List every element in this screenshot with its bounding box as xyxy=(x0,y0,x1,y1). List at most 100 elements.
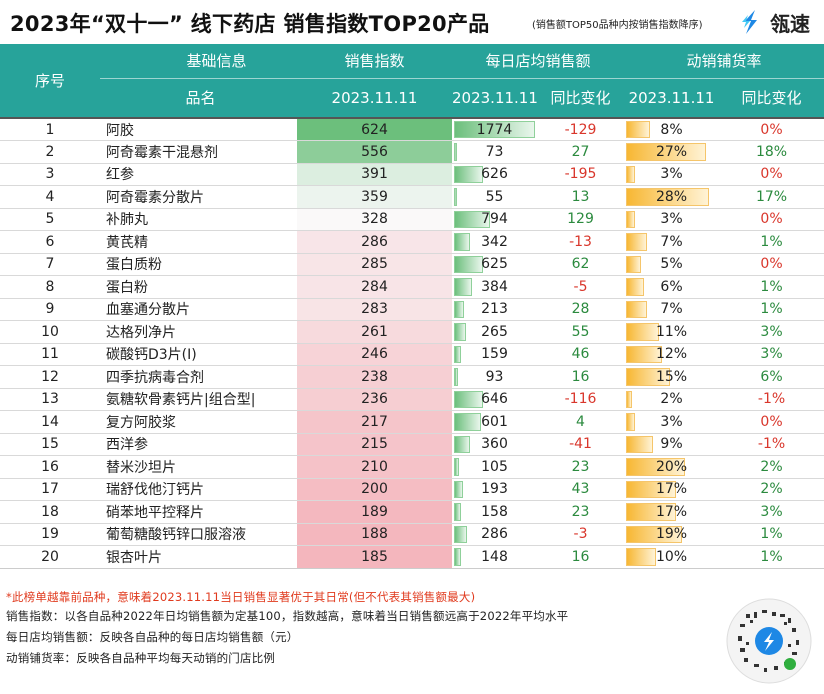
col-avg-yoy-header: 同比变化 xyxy=(537,77,625,118)
product-name-cell: 葡萄糖酸钙锌口服溶液 xyxy=(100,523,297,546)
product-name-cell: 达格列净片 xyxy=(100,320,297,344)
distribution-rate-bar xyxy=(626,458,686,476)
distribution-rate-yoy-cell: 1% xyxy=(719,523,824,546)
table-row: 2 阿奇霉素干混悬剂 556 73 27 27% 18% xyxy=(0,140,824,164)
distribution-rate-cell: 8% xyxy=(624,117,720,141)
daily-avg-bar xyxy=(454,413,481,431)
table-row: 9 血塞通分散片 283 213 28 7% 1% xyxy=(0,298,824,321)
rank-cell: 16 xyxy=(0,455,100,479)
distribution-rate-yoy-cell: 3% xyxy=(719,320,824,344)
footnote-ranking: *此榜单越靠前品种，意味着2023.11.11当日销售显著优于其日常(但不代表其… xyxy=(6,590,476,604)
rank-cell: 2 xyxy=(0,140,100,164)
table-row: 17 瑞舒伐他汀钙片 200 193 43 17% 2% xyxy=(0,478,824,501)
table-row: 1 阿胶 624 1774 -129 8% 0% xyxy=(0,117,824,141)
product-name-cell: 氨糖软骨素钙片|组合型| xyxy=(100,388,297,411)
daily-avg-yoy-cell: 129 xyxy=(537,208,625,231)
product-name-cell: 蛋白质粉 xyxy=(100,253,297,276)
sales-index-cell: 285 xyxy=(297,253,452,276)
table-row: 10 达格列净片 261 265 55 11% 3% xyxy=(0,320,824,344)
distribution-rate-bar xyxy=(626,278,645,296)
sales-index-cell: 624 xyxy=(297,117,452,141)
distribution-rate-bar xyxy=(626,480,677,498)
daily-avg-bar xyxy=(454,548,461,566)
qr-code-icon[interactable] xyxy=(726,598,812,684)
distribution-rate-value: 10% xyxy=(655,548,688,565)
daily-avg-cell: 626 xyxy=(452,163,537,186)
daily-avg-yoy-cell: -3 xyxy=(537,523,625,546)
group-avg-header: 每日店均销售额 xyxy=(452,44,625,78)
product-name-cell: 替米沙坦片 xyxy=(100,455,297,479)
distribution-rate-bar xyxy=(626,435,654,453)
rank-cell: 4 xyxy=(0,185,100,209)
distribution-rate-yoy-cell: 1% xyxy=(719,545,824,569)
daily-avg-yoy-cell: 55 xyxy=(537,320,625,344)
distribution-rate-value: 5% xyxy=(660,256,683,273)
brand-logo-icon xyxy=(742,10,757,34)
daily-avg-bar xyxy=(454,188,457,206)
distribution-rate-value: 8% xyxy=(660,121,683,138)
sales-index-cell: 185 xyxy=(297,545,452,569)
daily-avg-value: 626 xyxy=(481,166,508,183)
distribution-rate-value: 20% xyxy=(655,458,688,475)
daily-avg-bar xyxy=(454,278,472,296)
distribution-rate-bar xyxy=(626,300,648,318)
daily-avg-yoy-cell: 13 xyxy=(537,185,625,209)
distribution-rate-yoy-cell: 18% xyxy=(719,140,824,164)
daily-avg-cell: 213 xyxy=(452,298,537,321)
daily-avg-value: 159 xyxy=(481,346,508,363)
distribution-rate-cell: 6% xyxy=(624,275,720,299)
product-name-cell: 四季抗病毒合剂 xyxy=(100,365,297,389)
distribution-rate-value: 3% xyxy=(660,211,683,228)
distribution-rate-cell: 5% xyxy=(624,253,720,276)
sales-index-cell: 236 xyxy=(297,388,452,411)
distribution-rate-bar xyxy=(626,210,636,228)
daily-avg-bar xyxy=(454,503,461,521)
product-name-cell: 复方阿胶浆 xyxy=(100,410,297,434)
distribution-rate-cell: 2% xyxy=(624,388,720,411)
product-name-cell: 西洋参 xyxy=(100,433,297,456)
distribution-rate-yoy-cell: -1% xyxy=(719,388,824,411)
daily-avg-cell: 342 xyxy=(452,230,537,254)
rank-cell: 19 xyxy=(0,523,100,546)
col-rate-yoy-header: 同比变化 xyxy=(719,77,824,118)
daily-avg-bar xyxy=(454,143,457,161)
distribution-rate-value: 12% xyxy=(655,346,688,363)
daily-avg-bar xyxy=(454,345,461,363)
distribution-rate-value: 7% xyxy=(660,301,683,318)
product-name-cell: 补肺丸 xyxy=(100,208,297,231)
sales-index-cell: 556 xyxy=(297,140,452,164)
distribution-rate-cell: 19% xyxy=(624,523,720,546)
distribution-rate-bar xyxy=(626,503,677,521)
distribution-rate-yoy-cell: 1% xyxy=(719,230,824,254)
col-index-date-header: 2023.11.11 xyxy=(297,77,452,118)
group-rate-header: 动销铺货率 xyxy=(624,44,824,78)
distribution-rate-cell: 17% xyxy=(624,478,720,501)
daily-avg-cell: 93 xyxy=(452,365,537,389)
product-name-cell: 蛋白粉 xyxy=(100,275,297,299)
footnotes: *此榜单越靠前品种，意味着2023.11.11当日销售显著优于其日常(但不代表其… xyxy=(6,588,706,669)
distribution-rate-value: 15% xyxy=(655,368,688,385)
distribution-rate-cell: 27% xyxy=(624,140,720,164)
daily-avg-yoy-cell: 23 xyxy=(537,500,625,524)
daily-avg-value: 73 xyxy=(485,143,504,160)
distribution-rate-cell: 3% xyxy=(624,410,720,434)
daily-avg-bar xyxy=(454,435,470,453)
table-row: 16 替米沙坦片 210 105 23 20% 2% xyxy=(0,455,824,479)
distribution-rate-bar xyxy=(626,188,710,206)
daily-avg-yoy-cell: -195 xyxy=(537,163,625,186)
daily-avg-cell: 265 xyxy=(452,320,537,344)
rank-cell: 20 xyxy=(0,545,100,569)
product-name-cell: 阿奇霉素干混悬剂 xyxy=(100,140,297,164)
distribution-rate-bar xyxy=(626,345,663,363)
distribution-rate-cell: 20% xyxy=(624,455,720,479)
distribution-rate-bar xyxy=(626,368,671,386)
sales-index-cell: 210 xyxy=(297,455,452,479)
rank-cell: 13 xyxy=(0,388,100,411)
table-row: 11 碳酸钙D3片(Ⅰ) 246 159 46 12% 3% xyxy=(0,343,824,366)
daily-avg-bar xyxy=(454,300,464,318)
daily-avg-yoy-cell: 46 xyxy=(537,343,625,366)
daily-avg-yoy-cell: -129 xyxy=(537,117,625,141)
product-name-cell: 阿胶 xyxy=(100,117,297,141)
daily-avg-yoy-cell: -5 xyxy=(537,275,625,299)
distribution-rate-yoy-cell: 3% xyxy=(719,343,824,366)
